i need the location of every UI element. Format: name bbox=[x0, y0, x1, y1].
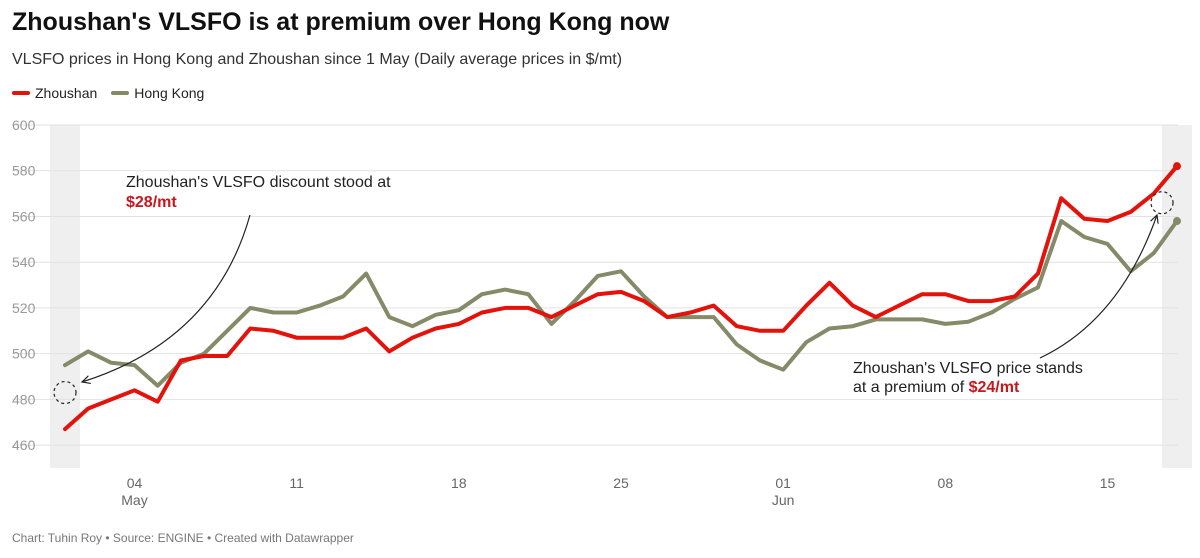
chart-credit: Chart: Tuhin Roy • Source: ENGINE • Crea… bbox=[12, 531, 354, 545]
legend-label-hongkong: Hong Kong bbox=[134, 85, 205, 101]
series-line-zhoushan bbox=[63, 164, 1179, 432]
legend-item-hongkong: Hong Kong bbox=[111, 85, 204, 101]
annotation-right-circle bbox=[1150, 191, 1174, 215]
y-tick-label: 480 bbox=[12, 391, 36, 407]
y-tick-label: 540 bbox=[12, 254, 36, 270]
x-tick-label: 01 bbox=[775, 475, 791, 491]
highlight-band bbox=[50, 125, 80, 468]
legend-label-zhoushan: Zhoushan bbox=[35, 85, 98, 101]
legend-swatch-hongkong bbox=[111, 91, 130, 95]
series-line-hong-kong bbox=[63, 219, 1179, 388]
annotations: Zhoushan's VLSFO discount stood at $28/mt… bbox=[53, 174, 1174, 405]
x-tick-label: 08 bbox=[938, 475, 954, 491]
x-tick-label: 15 bbox=[1100, 475, 1116, 491]
annotation-left-line1: Zhoushan's VLSFO discount stood at bbox=[126, 174, 391, 191]
y-axis-ticks: 460 480 500 520 540 560 580 600 bbox=[12, 117, 36, 453]
highlight-bands bbox=[50, 125, 1192, 468]
chart-title: Zhoushan's VLSFO is at premium over Hong… bbox=[12, 8, 670, 36]
end-point-zhoushan bbox=[1173, 162, 1181, 171]
y-tick-label: 460 bbox=[12, 437, 36, 453]
annotation-left-circle bbox=[53, 380, 77, 405]
annotation-right-line1: Zhoushan's VLSFO price stands bbox=[853, 360, 1083, 377]
y-tick-label: 580 bbox=[12, 163, 36, 179]
y-tick-label: 520 bbox=[12, 300, 36, 316]
legend-item-zhoushan: Zhoushan bbox=[12, 85, 97, 101]
annotation-right-arrow bbox=[1039, 215, 1157, 359]
y-grid bbox=[12, 124, 1178, 446]
x-month-label: May bbox=[121, 492, 147, 508]
y-tick-label: 600 bbox=[12, 117, 36, 133]
chart-subtitle: VLSFO prices in Hong Kong and Zhoushan s… bbox=[12, 51, 623, 68]
end-point-hong-kong bbox=[1173, 217, 1181, 226]
annotation-right-line2: at a premium of $24/mt bbox=[853, 379, 1020, 396]
x-tick-label: 11 bbox=[289, 475, 304, 491]
series-lines bbox=[63, 162, 1181, 432]
x-tick-label: 25 bbox=[613, 475, 629, 491]
highlight-band bbox=[1162, 125, 1192, 468]
y-tick-label: 560 bbox=[12, 208, 36, 224]
x-month-label: Jun bbox=[772, 492, 795, 508]
legend-swatch-zhoushan bbox=[12, 91, 30, 95]
x-tick-label: 04 bbox=[127, 475, 143, 491]
legend: Zhoushan Hong Kong bbox=[12, 85, 218, 101]
annotation-right-highlight: $24/mt bbox=[969, 379, 1020, 396]
x-tick-label: 18 bbox=[451, 475, 467, 491]
annotation-left-highlight: $28/mt bbox=[126, 194, 177, 211]
annotation-left-arrow bbox=[82, 214, 251, 382]
y-tick-label: 500 bbox=[12, 346, 36, 362]
